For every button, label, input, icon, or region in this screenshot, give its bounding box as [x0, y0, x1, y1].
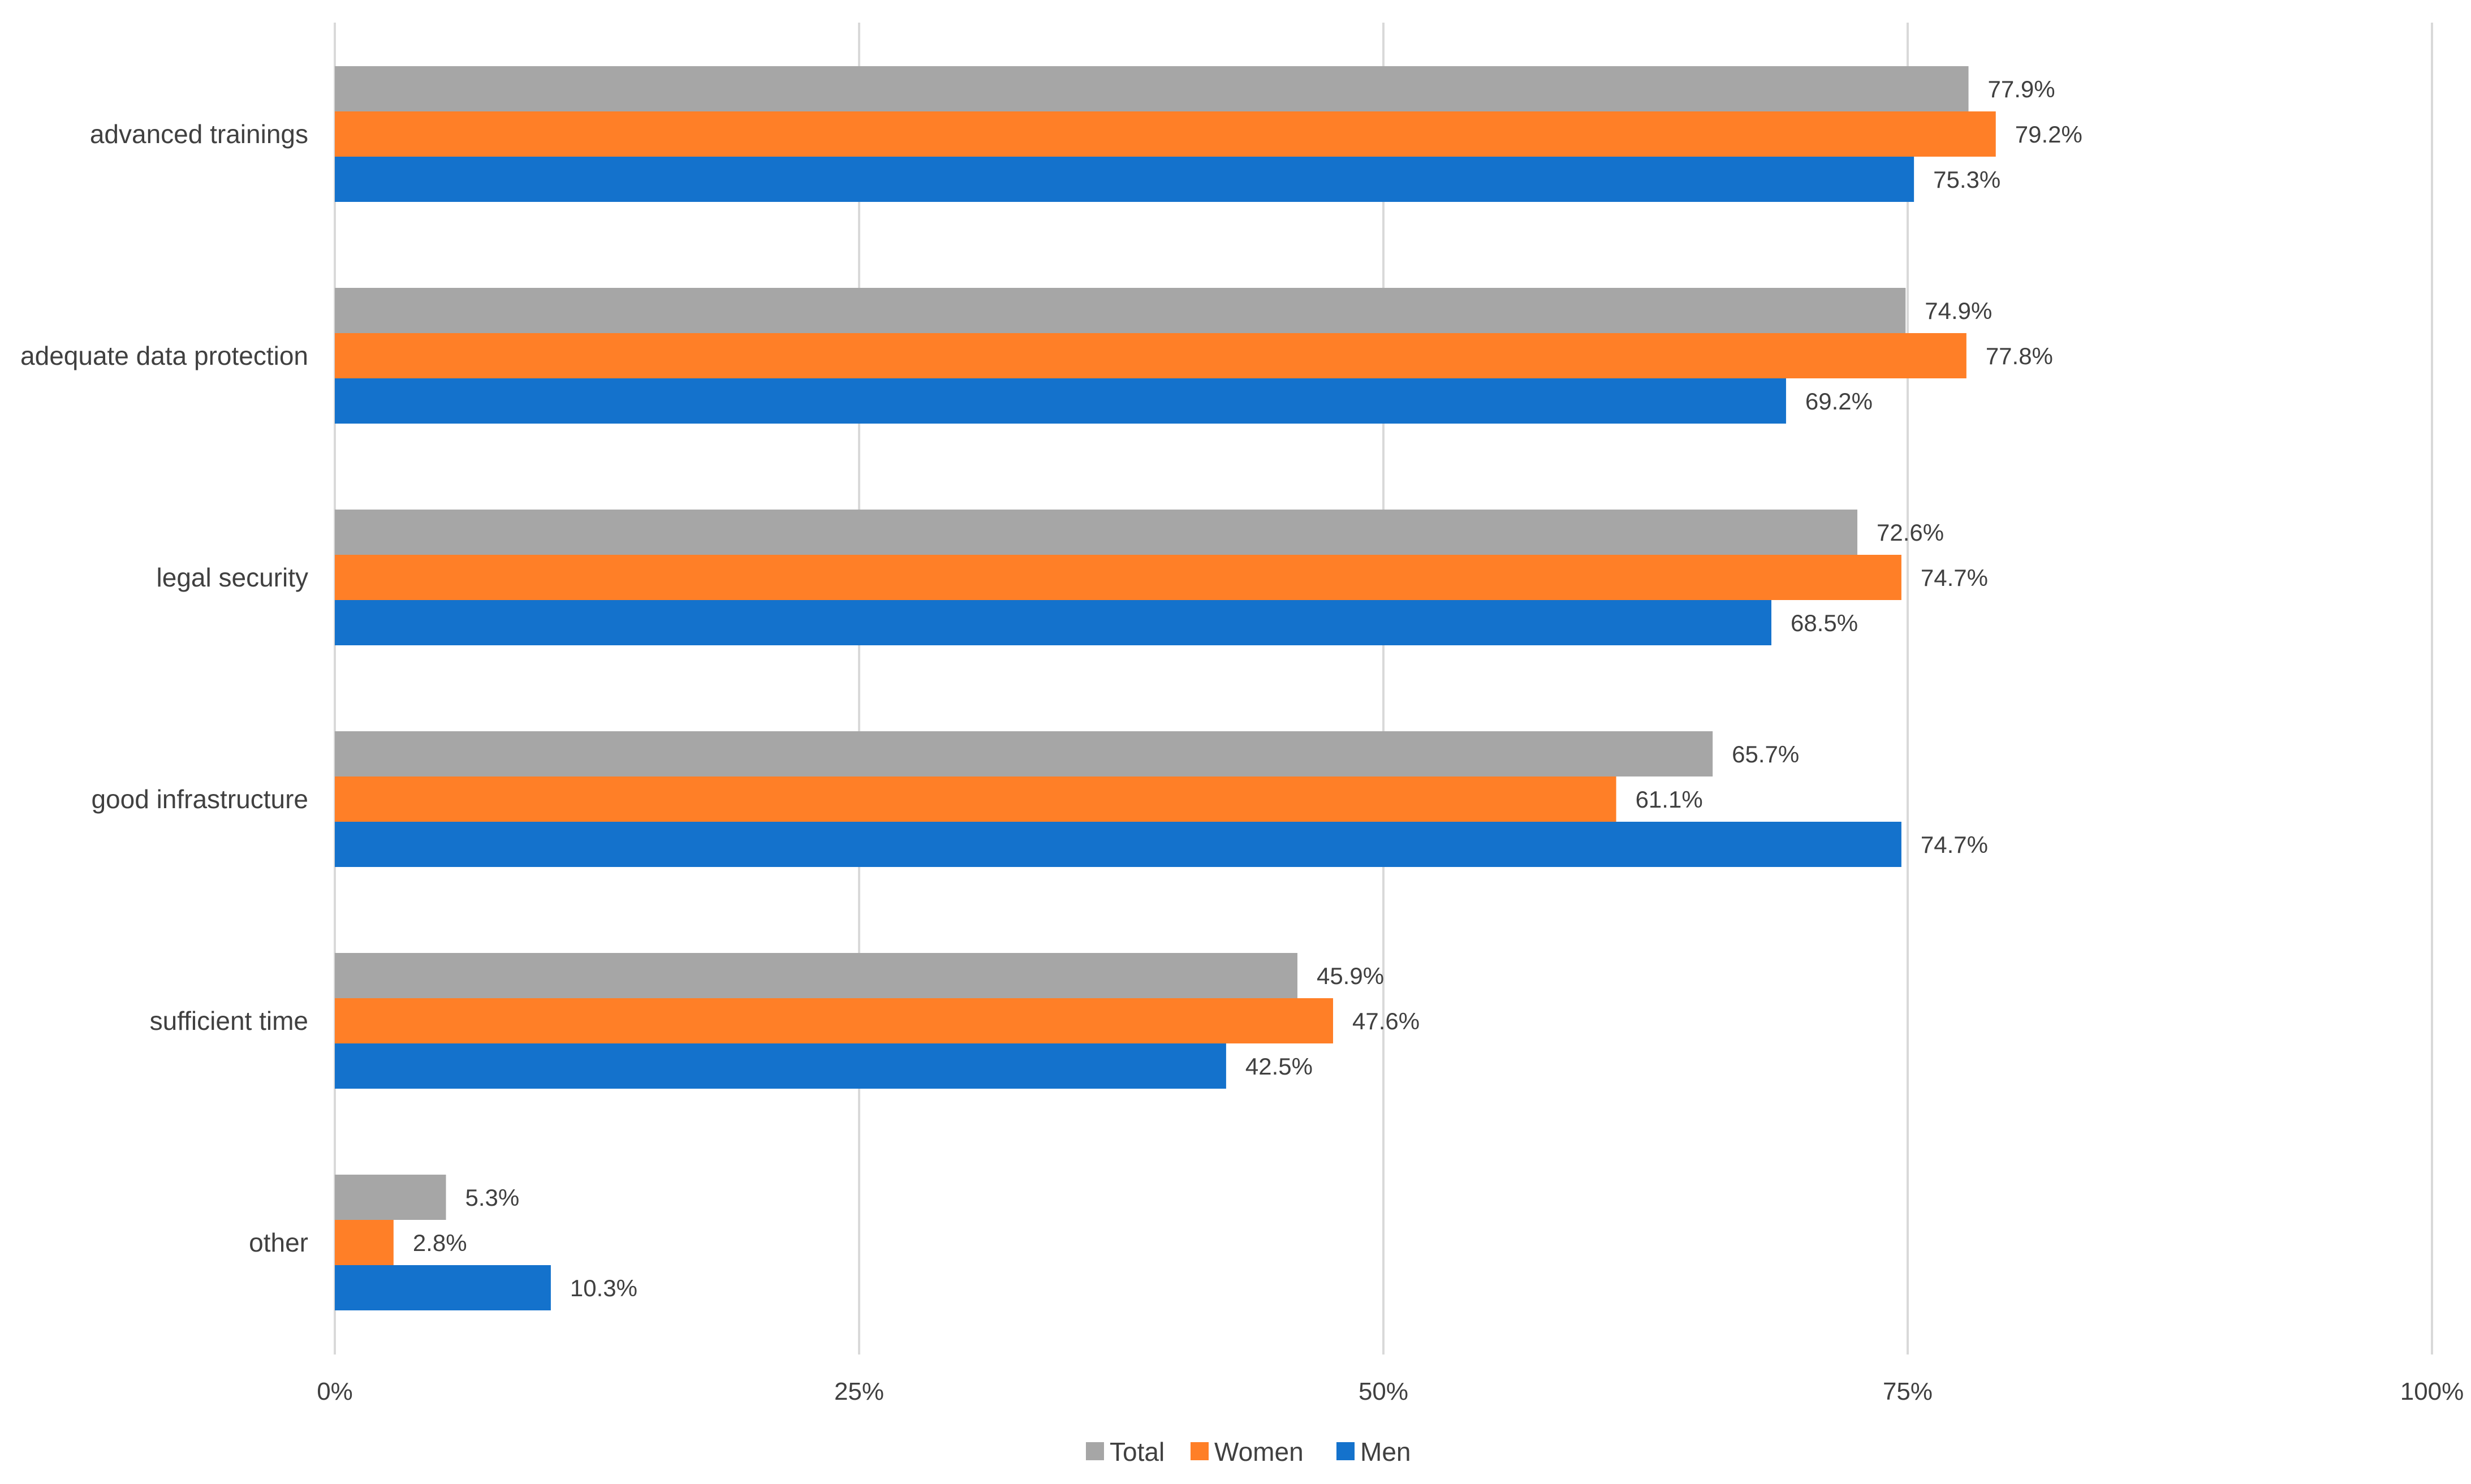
legend-swatch-men [1336, 1442, 1355, 1460]
data-label: 42.5% [1245, 1053, 1313, 1080]
x-tick-label: 0% [317, 1378, 353, 1405]
data-label: 77.8% [1986, 343, 2053, 369]
category-label: legal security [157, 563, 308, 592]
category-label: sufficient time [150, 1006, 308, 1036]
category-label: other [249, 1228, 308, 1257]
bar-women-5 [335, 1220, 394, 1265]
gridlines [334, 23, 2433, 1354]
x-axis-tick-labels: 0% 25% 50% 75% 100% [317, 1378, 2464, 1405]
data-label: 79.2% [2015, 121, 2082, 148]
x-tick-label: 25% [834, 1378, 884, 1405]
legend-label: Women [1214, 1437, 1304, 1466]
bar-men-4 [335, 1043, 1226, 1089]
data-label: 45.9% [1317, 963, 1384, 989]
data-label: 74.7% [1921, 831, 1988, 858]
bar-women-4 [335, 998, 1334, 1043]
data-label: 74.9% [1925, 297, 1992, 324]
bar-women-0 [335, 111, 1996, 157]
bars [335, 66, 1996, 1310]
legend-label: Total [1110, 1437, 1165, 1466]
legend-swatch-total [1086, 1442, 1104, 1460]
bar-total-4 [335, 953, 1297, 998]
category-labels: advanced trainings adequate data protecti… [20, 119, 308, 1257]
legend-label: Men [1360, 1437, 1411, 1466]
data-labels: 77.9% 79.2% 75.3% 74.9% 77.8% 69.2% 72.6% 74.7%… [413, 76, 2082, 1301]
category-label: adequate data protection [20, 341, 308, 370]
data-label: 77.9% [1988, 76, 2055, 102]
legend-swatch-women [1191, 1442, 1209, 1460]
x-tick-label: 75% [1883, 1378, 1933, 1405]
bar-total-3 [335, 731, 1713, 776]
data-label: 2.8% [413, 1230, 467, 1256]
bar-total-1 [335, 288, 1906, 333]
category-label: advanced trainings [90, 119, 308, 149]
bar-men-5 [335, 1265, 551, 1310]
data-label: 69.2% [1805, 388, 1873, 415]
data-label: 47.6% [1352, 1008, 1420, 1034]
data-label: 75.3% [1933, 166, 2000, 193]
x-tick-label: 50% [1359, 1378, 1408, 1405]
bar-women-2 [335, 555, 1901, 600]
bar-men-2 [335, 600, 1771, 645]
data-label: 74.7% [1921, 564, 1988, 591]
bar-men-1 [335, 378, 1786, 424]
bar-total-0 [335, 66, 1969, 111]
data-label: 5.3% [465, 1184, 520, 1211]
data-label: 65.7% [1732, 741, 1799, 767]
bar-total-2 [335, 510, 1858, 555]
bar-men-3 [335, 822, 1901, 867]
legend: Total Women Men [1086, 1437, 1411, 1466]
data-label: 68.5% [1791, 610, 1858, 636]
data-label: 72.6% [1877, 519, 1944, 546]
x-tick-label: 100% [2400, 1378, 2464, 1405]
bar-men-0 [335, 157, 1914, 202]
data-label: 10.3% [570, 1275, 637, 1301]
category-label: good infrastructure [91, 784, 308, 814]
bar-women-1 [335, 333, 1967, 378]
data-label: 61.1% [1636, 786, 1703, 813]
bar-women-3 [335, 776, 1616, 822]
bar-total-5 [335, 1175, 446, 1220]
